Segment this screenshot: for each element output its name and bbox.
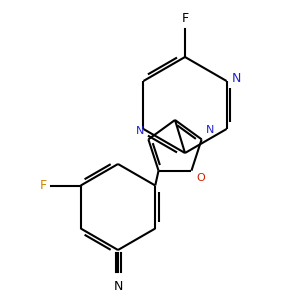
Text: N: N (232, 73, 241, 85)
Text: N: N (136, 126, 144, 136)
Text: F: F (40, 179, 47, 192)
Text: N: N (113, 280, 123, 293)
Text: O: O (196, 173, 205, 183)
Text: N: N (206, 125, 214, 135)
Text: F: F (182, 12, 189, 25)
